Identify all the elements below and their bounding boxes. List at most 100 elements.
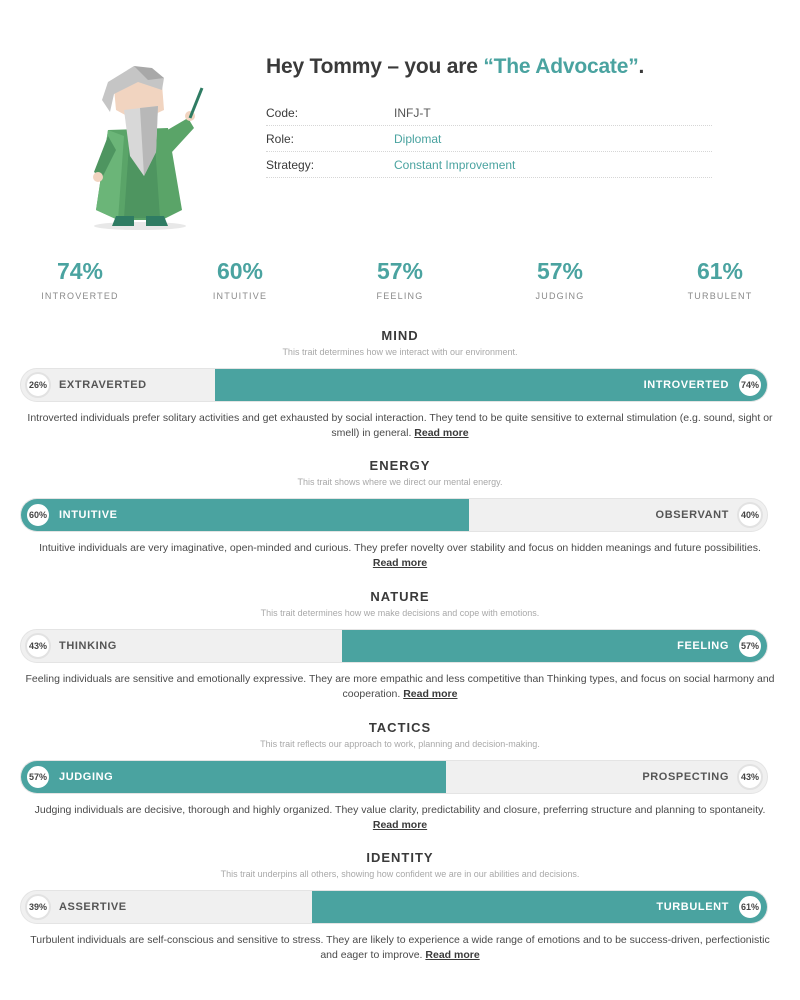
left-pct-badge: 39% xyxy=(25,894,51,920)
right-side: OBSERVANT 40% xyxy=(648,499,763,531)
trait-subtitle: This trait reflects our approach to work… xyxy=(260,739,540,749)
summary-pct: 57% xyxy=(536,258,584,284)
trait-subtitle: This trait shows where we direct our men… xyxy=(297,477,503,487)
left-trait-name: THINKING xyxy=(59,640,117,652)
right-trait-name: TURBULENT xyxy=(656,901,729,913)
read-more-link[interactable]: Read more xyxy=(372,557,428,569)
left-pct-badge: 43% xyxy=(25,633,51,659)
summary-identity: 61% TURBULENT xyxy=(640,256,800,308)
trait-summary: 74% INTROVERTED 60% INTUITIVE 57% FEELIN… xyxy=(0,256,800,308)
trait-title: MIND xyxy=(381,328,419,343)
trait-bar-fill xyxy=(21,499,469,531)
info-row-code: Code: INFJ-T xyxy=(266,100,712,126)
trait-bar: 60% INTUITIVE OBSERVANT 40% xyxy=(20,498,768,532)
trait-description-text: Turbulent individuals are self-conscious… xyxy=(30,934,770,961)
trait-description: Feeling individuals are sensitive and em… xyxy=(25,672,775,702)
right-trait-name: INTROVERTED xyxy=(643,379,729,391)
right-trait-name: OBSERVANT xyxy=(655,509,729,521)
trait-bar: 39% ASSERTIVE TURBULENT 61% xyxy=(20,890,768,924)
title-punct: . xyxy=(638,55,645,78)
trait-description: Judging individuals are decisive, thorou… xyxy=(25,803,775,833)
trait-subtitle: This trait underpins all others, showing… xyxy=(220,869,580,879)
left-side: 43% THINKING xyxy=(25,630,125,662)
right-pct-badge: 40% xyxy=(737,502,763,528)
left-side: 39% ASSERTIVE xyxy=(25,891,135,923)
trait-subtitle: This trait determines how we make decisi… xyxy=(260,608,540,618)
info-row-role: Role: Diplomat xyxy=(266,126,712,152)
trait-identity: IDENTITY This trait underpins all others… xyxy=(0,850,800,963)
summary-label: FEELING xyxy=(376,291,424,301)
trait-bar: 26% EXTRAVERTED INTROVERTED 74% xyxy=(20,368,768,402)
summary-pct: 61% xyxy=(696,258,744,284)
left-side: 57% JUDGING xyxy=(25,761,121,793)
left-trait-name: ASSERTIVE xyxy=(59,901,127,913)
right-pct-badge: 57% xyxy=(737,633,763,659)
trait-bar-fill xyxy=(311,891,767,923)
right-trait-name: PROSPECTING xyxy=(642,771,729,783)
right-pct-badge: 61% xyxy=(737,894,763,920)
summary-label: INTROVERTED xyxy=(41,291,119,301)
trait-title: IDENTITY xyxy=(366,850,434,865)
right-trait-name: FEELING xyxy=(677,640,729,652)
summary-label: TURBULENT xyxy=(687,291,753,301)
trait-title: ENERGY xyxy=(369,458,431,473)
trait-mind: MIND This trait determines how we intera… xyxy=(0,328,800,441)
trait-bar: 43% THINKING FEELING 57% xyxy=(20,629,768,663)
trait-description-text: Introverted individuals prefer solitary … xyxy=(27,412,773,439)
read-more-link[interactable]: Read more xyxy=(425,949,480,961)
left-trait-name: JUDGING xyxy=(59,771,114,783)
right-pct-badge: 43% xyxy=(737,764,763,790)
summary-nature: 57% FEELING xyxy=(320,256,480,308)
left-pct-badge: 26% xyxy=(25,372,51,398)
summary-pct: 74% xyxy=(56,258,104,284)
summary-label: JUDGING xyxy=(535,291,585,301)
right-side: FEELING 57% xyxy=(669,630,763,662)
role-label: Role: xyxy=(266,131,295,146)
right-side: TURBULENT 61% xyxy=(648,891,763,923)
trait-energy: ENERGY This trait shows where we direct … xyxy=(0,458,800,571)
summary-label: INTUITIVE xyxy=(212,291,268,301)
left-pct-badge: 57% xyxy=(25,764,51,790)
type-info-table: Code: INFJ-T Role: Diplomat Strategy: Co… xyxy=(266,100,712,178)
trait-bar-fill xyxy=(214,369,767,401)
trait-description: Turbulent individuals are self-conscious… xyxy=(25,933,775,963)
right-side: INTROVERTED 74% xyxy=(636,369,763,401)
code-label: Code: xyxy=(266,105,299,120)
trait-tactics: TACTICS This trait reflects our approach… xyxy=(0,720,800,833)
read-more-link[interactable]: Read more xyxy=(414,427,469,439)
summary-mind: 74% INTROVERTED xyxy=(0,256,160,308)
left-pct-badge: 60% xyxy=(25,502,51,528)
trait-subtitle: This trait determines how we interact wi… xyxy=(282,347,518,357)
trait-nature: NATURE This trait determines how we make… xyxy=(0,589,800,702)
greeting-text: Hey Tommy – you are xyxy=(266,55,484,78)
left-side: 26% EXTRAVERTED xyxy=(25,369,155,401)
code-value: INFJ-T xyxy=(394,105,431,120)
left-trait-name: INTUITIVE xyxy=(59,509,118,521)
summary-tactics: 57% JUDGING xyxy=(480,256,640,308)
summary-pct: 60% xyxy=(216,258,264,284)
trait-description: Intuitive individuals are very imaginati… xyxy=(25,541,775,571)
right-pct-badge: 74% xyxy=(737,372,763,398)
page-title: Hey Tommy – you are “The Advocate”. xyxy=(266,55,644,79)
read-more-link[interactable]: Read more xyxy=(372,819,428,831)
left-side: 60% INTUITIVE xyxy=(25,499,126,531)
advocate-avatar-icon xyxy=(93,66,204,230)
right-side: PROSPECTING 43% xyxy=(634,761,763,793)
trait-bar-fill xyxy=(21,761,447,793)
trait-bar: 57% JUDGING PROSPECTING 43% xyxy=(20,760,768,794)
strategy-link[interactable]: Constant Improvement xyxy=(394,157,516,172)
left-trait-name: EXTRAVERTED xyxy=(59,379,147,391)
result-header: Hey Tommy – you are “The Advocate”. Code… xyxy=(0,0,800,240)
type-name: “The Advocate” xyxy=(483,55,639,78)
summary-pct: 57% xyxy=(376,258,424,284)
trait-title: NATURE xyxy=(370,589,430,604)
trait-description-text: Judging individuals are decisive, thorou… xyxy=(34,804,766,816)
trait-description: Introverted individuals prefer solitary … xyxy=(25,411,775,441)
info-row-strategy: Strategy: Constant Improvement xyxy=(266,152,712,178)
trait-bar-fill xyxy=(341,630,767,662)
trait-title: TACTICS xyxy=(368,720,432,735)
role-link[interactable]: Diplomat xyxy=(394,131,442,146)
trait-description-text: Feeling individuals are sensitive and em… xyxy=(25,673,775,700)
summary-energy: 60% INTUITIVE xyxy=(160,256,320,308)
read-more-link[interactable]: Read more xyxy=(403,688,458,700)
